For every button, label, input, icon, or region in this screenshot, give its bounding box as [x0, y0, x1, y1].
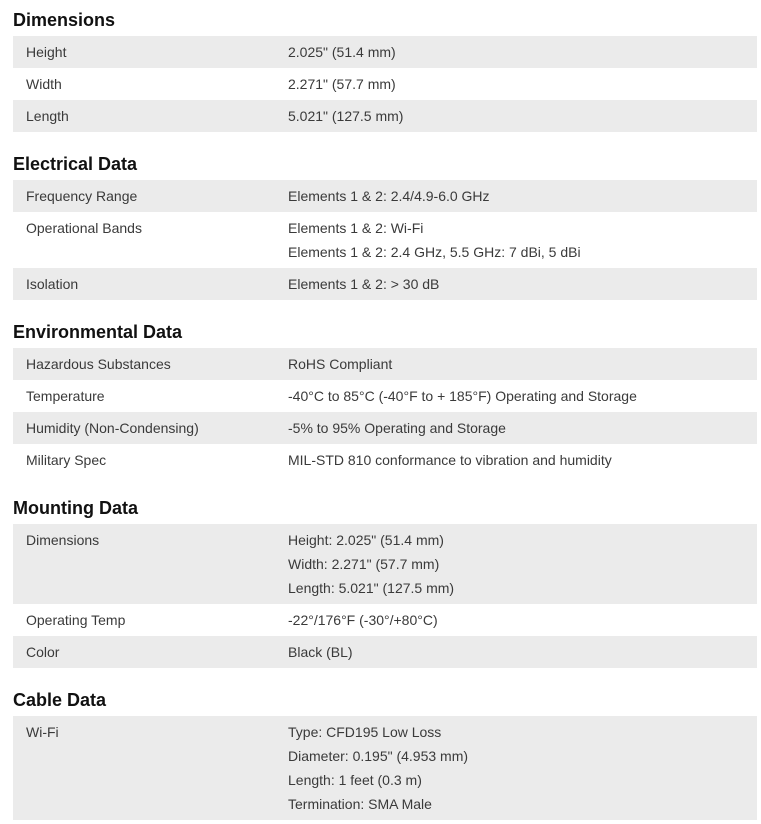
spec-value: 2.271" (57.7 mm): [288, 68, 757, 100]
spec-value: Type: CFD195 Low Loss Diameter: 0.195" (4…: [288, 716, 757, 820]
spec-label: Color: [13, 636, 288, 668]
spec-value-line: Length: 5.021" (127.5 mm): [288, 580, 455, 596]
spec-value: Elements 1 & 2: 2.4/4.9-6.0 GHz: [288, 180, 757, 212]
spec-value: Elements 1 & 2: > 30 dB: [288, 268, 757, 300]
spec-value-line: Elements 1 & 2: Wi-Fi: [288, 220, 424, 236]
spec-row: Military Spec MIL-STD 810 conformance to …: [13, 444, 757, 476]
section-title: Electrical Data: [13, 154, 138, 174]
spec-value-line: -22°/176°F (-30°/+80°C): [288, 612, 438, 628]
spec-label: Humidity (Non-Condensing): [13, 412, 288, 444]
spec-row: Height 2.025" (51.4 mm): [13, 36, 757, 68]
spec-label: Isolation: [13, 268, 288, 300]
spec-label: Dimensions: [13, 524, 288, 604]
spec-value: Elements 1 & 2: Wi-Fi Elements 1 & 2: 2.4…: [288, 212, 757, 268]
spec-table: Hazardous Substances RoHS Compliant Temper…: [13, 348, 757, 476]
spec-row: Dimensions Height: 2.025" (51.4 mm) Width:…: [13, 524, 757, 604]
section-title: Dimensions: [13, 10, 116, 30]
spec-value-line: -40°C to 85°C (-40°F to + 185°F) Operati…: [288, 388, 637, 404]
spec-row: Color Black (BL): [13, 636, 757, 668]
spec-row: Frequency Range Elements 1 & 2: 2.4/4.9-6…: [13, 180, 757, 212]
spec-value-line: -5% to 95% Operating and Storage: [288, 420, 506, 436]
spec-label: Frequency Range: [13, 180, 288, 212]
spec-value: Black (BL): [288, 636, 757, 668]
spec-label: Hazardous Substances: [13, 348, 288, 380]
spec-value-line: Termination: SMA Male: [288, 796, 432, 812]
spec-row: Isolation Elements 1 & 2: > 30 dB: [13, 268, 757, 300]
spec-label: Length: [13, 100, 288, 132]
spec-row: Humidity (Non-Condensing) -5% to 95% Oper…: [13, 412, 757, 444]
spec-section: Electrical Data Frequency Range Elements 1…: [13, 132, 757, 300]
spec-value-line: Elements 1 & 2: 2.4 GHz, 5.5 GHz: 7 dBi,…: [288, 244, 581, 260]
spec-table: Dimensions Height: 2.025" (51.4 mm) Width:…: [13, 524, 757, 668]
section-title: Environmental Data: [13, 322, 183, 342]
spec-label: Wi-Fi: [13, 716, 288, 820]
spec-section: Environmental Data Hazardous Substances Ro…: [13, 300, 757, 476]
spec-value-line: 5.021" (127.5 mm): [288, 108, 404, 124]
spec-value-line: Width: 2.271" (57.7 mm): [288, 556, 440, 572]
spec-value: -5% to 95% Operating and Storage: [288, 412, 757, 444]
spec-row: Hazardous Substances RoHS Compliant: [13, 348, 757, 380]
spec-row: Temperature -40°C to 85°C (-40°F to + 185…: [13, 380, 757, 412]
spec-row: Operating Temp -22°/176°F (-30°/+80°C): [13, 604, 757, 636]
spec-row: Length 5.021" (127.5 mm): [13, 100, 757, 132]
spec-value-line: Height: 2.025" (51.4 mm): [288, 532, 444, 548]
spec-row: Wi-Fi Type: CFD195 Low Loss Diameter: 0.19…: [13, 716, 757, 820]
spec-table: Wi-Fi Type: CFD195 Low Loss Diameter: 0.19…: [13, 716, 757, 820]
spec-label: Operating Temp: [26, 612, 126, 628]
section-title: Cable Data: [13, 690, 107, 710]
spec-label: Operational Bands: [26, 220, 142, 236]
spec-value-line: Elements 1 & 2: > 30 dB: [288, 276, 440, 292]
spec-value: 2.025" (51.4 mm): [288, 36, 757, 68]
spec-value-line: MIL-STD 810 conformance to vibration and…: [288, 452, 612, 468]
spec-table: Height 2.025" (51.4 mm) Width 2.271" (57.7 …: [13, 36, 757, 132]
spec-label: Height: [13, 36, 288, 68]
spec-value: -22°/176°F (-30°/+80°C): [288, 604, 757, 636]
spec-value-line: Length: 1 feet (0.3 m): [288, 772, 422, 788]
spec-value: 5.021" (127.5 mm): [288, 100, 757, 132]
spec-value-line: RoHS Compliant: [288, 356, 393, 372]
spec-value-line: Elements 1 & 2: 2.4/4.9-6.0 GHz: [288, 188, 490, 204]
spec-value: Height: 2.025" (51.4 mm) Width: 2.271" (5…: [288, 524, 757, 604]
spec-label: Military Spec: [26, 452, 107, 468]
spec-section: Dimensions Height 2.025" (51.4 mm) Width 2.2…: [13, 0, 757, 132]
spec-value-line: Black (BL): [288, 644, 353, 660]
spec-value: RoHS Compliant: [288, 348, 757, 380]
spec-label: Temperature: [26, 388, 105, 404]
spec-value-line: 2.025" (51.4 mm): [288, 44, 396, 60]
section-title: Mounting Data: [13, 498, 138, 518]
spec-section: Cable Data Wi-Fi Type: CFD195 Low Loss Diam…: [13, 668, 757, 820]
spec-table: Frequency Range Elements 1 & 2: 2.4/4.9-6…: [13, 180, 757, 300]
spec-row: Width 2.271" (57.7 mm): [13, 68, 757, 100]
spec-value-line: 2.271" (57.7 mm): [288, 76, 396, 92]
spec-value: -40°C to 85°C (-40°F to + 185°F) Operati…: [288, 380, 757, 412]
spec-row: Operational Bands Elements 1 & 2: Wi-Fi El…: [13, 212, 757, 268]
spec-label: Width: [26, 76, 62, 92]
spec-value-line: Type: CFD195 Low Loss: [288, 724, 442, 740]
spec-value: MIL-STD 810 conformance to vibration and…: [288, 444, 757, 476]
spec-section: Mounting Data Dimensions Height: 2.025" (5…: [13, 476, 757, 668]
spec-value-line: Diameter: 0.195" (4.953 mm): [288, 748, 469, 764]
